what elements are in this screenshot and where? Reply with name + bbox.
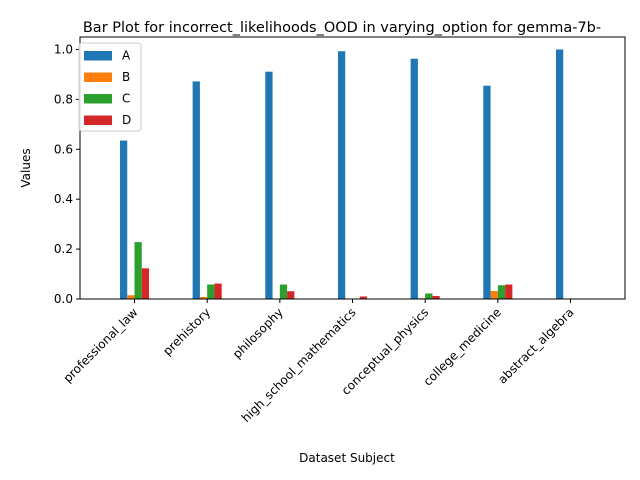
- bar-B-college_medicine: [490, 291, 498, 299]
- y-tick-label: 0.0: [54, 292, 73, 306]
- legend-swatch-A: [84, 51, 112, 61]
- legend-label-B: B: [122, 70, 130, 84]
- bar-D-conceptual_physics: [432, 296, 440, 299]
- chart-title: Bar Plot for incorrect_likelihoods_OOD i…: [83, 20, 601, 36]
- legend-label-A: A: [122, 49, 131, 63]
- legend-swatch-B: [84, 72, 112, 82]
- bar-D-college_medicine: [505, 284, 513, 299]
- bar-A-college_medicine: [483, 85, 491, 299]
- bar-D-prehistory: [214, 283, 222, 299]
- legend-label-C: C: [122, 92, 130, 106]
- y-tick-label: 0.6: [54, 142, 73, 156]
- bar-C-professional_law: [134, 242, 142, 299]
- legend-label-D: D: [122, 113, 131, 127]
- y-tick-label: 0.2: [54, 242, 73, 256]
- legend-frame: [78, 42, 142, 132]
- y-tick-label: 0.8: [54, 92, 73, 106]
- bar-C-conceptual_physics: [425, 293, 433, 299]
- bar-C-philosophy: [279, 284, 288, 299]
- bar-A-conceptual_physics: [410, 58, 418, 300]
- bar-A-abstract_algebra: [555, 49, 564, 300]
- y-axis-label: Values: [19, 148, 33, 187]
- bar-B-prehistory: [199, 297, 208, 299]
- bar-C-prehistory: [207, 284, 215, 299]
- bar-A-prehistory: [192, 81, 200, 299]
- legend-swatch-D: [84, 115, 112, 125]
- x-axis-label: Dataset Subject: [299, 451, 395, 465]
- y-tick-label: 0.4: [54, 192, 73, 206]
- bar-B-professional_law: [127, 295, 135, 299]
- bars: [119, 49, 564, 300]
- bar-D-high_school_mathematics: [359, 296, 368, 299]
- bar-A-high_school_mathematics: [337, 51, 346, 299]
- y-axis: 0.0 0.2 0.4 0.6 0.8 1.0: [54, 42, 80, 306]
- bar-C-college_medicine: [497, 285, 506, 299]
- y-tick-label: 1.0: [54, 42, 73, 56]
- bar-A-philosophy: [265, 71, 273, 300]
- bar-D-professional_law: [141, 268, 150, 299]
- legend-swatch-C: [84, 94, 112, 104]
- bar-A-professional_law: [119, 140, 128, 299]
- bar-D-philosophy: [287, 291, 295, 299]
